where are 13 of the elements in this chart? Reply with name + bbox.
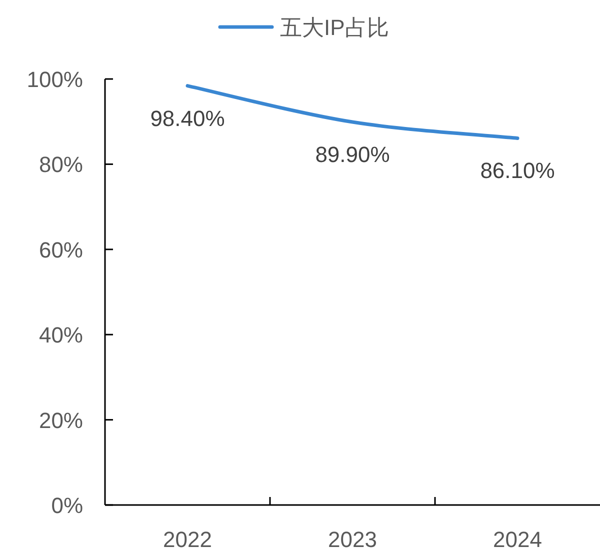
y-tick-label: 80% [38, 152, 83, 178]
y-tick-label: 20% [38, 408, 83, 433]
x-tick-label: 2022 [163, 527, 212, 552]
y-tick-label: 60% [38, 237, 83, 262]
x-tick-label: 2024 [493, 527, 542, 552]
legend-label: 五大IP占比 [280, 15, 389, 40]
y-tick-label: 40% [38, 322, 83, 348]
x-tick-label: 2023 [328, 527, 377, 552]
text: 89.90% [315, 142, 390, 168]
text: 98.40% [150, 106, 225, 131]
text: 86.10% [480, 158, 555, 184]
y-tick-label: 0% [51, 493, 83, 518]
y-tick-label: 100% [26, 67, 83, 92]
